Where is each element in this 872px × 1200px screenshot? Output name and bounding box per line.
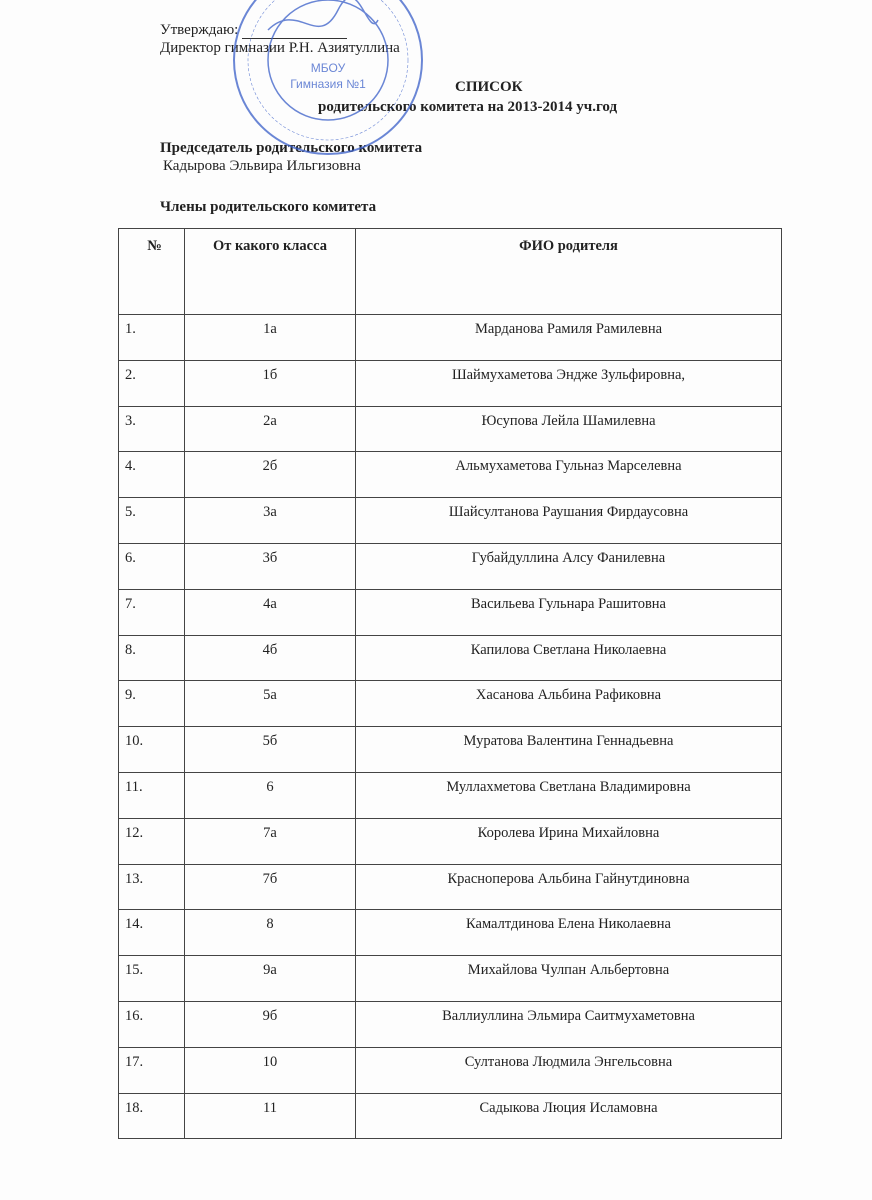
row-class: 11 xyxy=(184,1092,356,1140)
row-class: 5б xyxy=(184,726,356,773)
row-number: 17. xyxy=(118,1046,185,1094)
row-class: 2б xyxy=(184,451,356,499)
row-parent-name: Муратова Валентина Геннадьевна xyxy=(355,726,782,773)
table-row: 13. 7б Красноперова Альбина Гайнутдиновна xyxy=(118,863,782,911)
document-title: СПИСОК xyxy=(455,79,523,95)
approve-label: Утверждаю: xyxy=(160,22,239,38)
row-number: 3. xyxy=(118,405,185,453)
table-row: 3. 2а Юсупова Лейла Шамилевна xyxy=(118,405,782,453)
row-number: 8. xyxy=(118,634,185,682)
row-parent-name: Шаймухаметова Эндже Зульфировна, xyxy=(355,359,782,407)
table-row: 5. 3а Шайсултанова Раушания Фирдаусовна xyxy=(118,497,782,544)
row-parent-name: Марданова Рамиля Рамилевна xyxy=(355,314,782,361)
row-class: 4б xyxy=(184,634,356,682)
row-number: 15. xyxy=(118,955,185,1002)
table-row: 18. 11 Садыкова Люция Исламовна xyxy=(118,1092,782,1140)
table-row: 11. 6 Муллахметова Светлана Владимировна xyxy=(118,771,782,819)
row-number: 18. xyxy=(118,1092,185,1140)
header-class: От какого класса xyxy=(184,228,356,315)
signature-line xyxy=(242,38,347,39)
members-label: Члены родительского комитета xyxy=(160,199,377,215)
school-stamp: МБОУ Гимназия №1 xyxy=(233,0,423,155)
row-parent-name: Садыкова Люция Исламовна xyxy=(355,1092,782,1140)
row-parent-name: Альмухаметова Гульназ Марселевна xyxy=(355,451,782,499)
stamp-line1: МБОУ xyxy=(311,61,346,75)
row-class: 7б xyxy=(184,863,356,911)
row-parent-name: Губайдуллина Алсу Фанилевна xyxy=(355,542,782,590)
row-class: 7а xyxy=(184,817,356,865)
row-parent-name: Камалтдинова Елена Николаевна xyxy=(355,909,782,957)
row-number: 6. xyxy=(118,542,185,590)
table-row: 1. 1а Марданова Рамиля Рамилевна xyxy=(118,314,782,361)
document-subtitle: родительского комитета на 2013-2014 уч.г… xyxy=(318,99,618,115)
stamp-line2: Гимназия №1 xyxy=(290,77,366,91)
row-number: 12. xyxy=(118,817,185,865)
row-class: 6 xyxy=(184,771,356,819)
row-class: 3а xyxy=(184,497,356,544)
table-row: 9. 5а Хасанова Альбина Рафиковна xyxy=(118,680,782,728)
table-header-row: № От какого класса ФИО родителя xyxy=(118,228,782,315)
row-number: 5. xyxy=(118,497,185,544)
row-parent-name: Красноперова Альбина Гайнутдиновна xyxy=(355,863,782,911)
row-class: 8 xyxy=(184,909,356,957)
row-parent-name: Васильева Гульнара Рашитовна xyxy=(355,588,782,636)
table-row: 17. 10 Султанова Людмила Энгельсовна xyxy=(118,1046,782,1094)
table-row: 4. 2б Альмухаметова Гульназ Марселевна xyxy=(118,451,782,499)
row-number: 4. xyxy=(118,451,185,499)
table-row: 15. 9а Михайлова Чулпан Альбертовна xyxy=(118,955,782,1002)
row-parent-name: Шайсултанова Раушания Фирдаусовна xyxy=(355,497,782,544)
row-class: 5а xyxy=(184,680,356,728)
table-row: 7. 4а Васильева Гульнара Рашитовна xyxy=(118,588,782,636)
row-parent-name: Валлиуллина Эльмира Саитмухаметовна xyxy=(355,1000,782,1048)
header-parent-name: ФИО родителя xyxy=(355,228,782,315)
row-number: 9. xyxy=(118,680,185,728)
row-number: 16. xyxy=(118,1000,185,1048)
row-number: 1. xyxy=(118,314,185,361)
row-parent-name: Михайлова Чулпан Альбертовна xyxy=(355,955,782,1002)
table-row: 14. 8 Камалтдинова Елена Николаевна xyxy=(118,909,782,957)
row-class: 9б xyxy=(184,1000,356,1048)
committee-table: № От какого класса ФИО родителя 1. 1а Мард… xyxy=(118,228,782,1140)
row-number: 7. xyxy=(118,588,185,636)
row-number: 10. xyxy=(118,726,185,773)
row-class: 1а xyxy=(184,314,356,361)
row-parent-name: Юсупова Лейла Шамилевна xyxy=(355,405,782,453)
table-row: 12. 7а Королева Ирина Михайловна xyxy=(118,817,782,865)
row-number: 2. xyxy=(118,359,185,407)
chair-label: Председатель родительского комитета xyxy=(160,140,423,156)
row-class: 10 xyxy=(184,1046,356,1094)
row-class: 9а xyxy=(184,955,356,1002)
row-parent-name: Муллахметова Светлана Владимировна xyxy=(355,771,782,819)
row-number: 13. xyxy=(118,863,185,911)
row-class: 4а xyxy=(184,588,356,636)
row-number: 11. xyxy=(118,771,185,819)
table-row: 16. 9б Валлиуллина Эльмира Саитмухаметовна xyxy=(118,1000,782,1048)
row-number: 14. xyxy=(118,909,185,957)
header-number: № xyxy=(118,228,185,315)
director-line: Директор гимназии Р.Н. Азиятуллина xyxy=(160,40,400,56)
row-parent-name: Капилова Светлана Николаевна xyxy=(355,634,782,682)
row-parent-name: Хасанова Альбина Рафиковна xyxy=(355,680,782,728)
row-class: 1б xyxy=(184,359,356,407)
row-parent-name: Султанова Людмила Энгельсовна xyxy=(355,1046,782,1094)
table-row: 8. 4б Капилова Светлана Николаевна xyxy=(118,634,782,682)
table-row: 6. 3б Губайдуллина Алсу Фанилевна xyxy=(118,542,782,590)
row-class: 2а xyxy=(184,405,356,453)
chair-name: Кадырова Эльвира Ильгизовна xyxy=(163,158,361,174)
row-parent-name: Королева Ирина Михайловна xyxy=(355,817,782,865)
table-row: 2. 1б Шаймухаметова Эндже Зульфировна, xyxy=(118,359,782,407)
row-class: 3б xyxy=(184,542,356,590)
table-row: 10. 5б Муратова Валентина Геннадьевна xyxy=(118,726,782,773)
